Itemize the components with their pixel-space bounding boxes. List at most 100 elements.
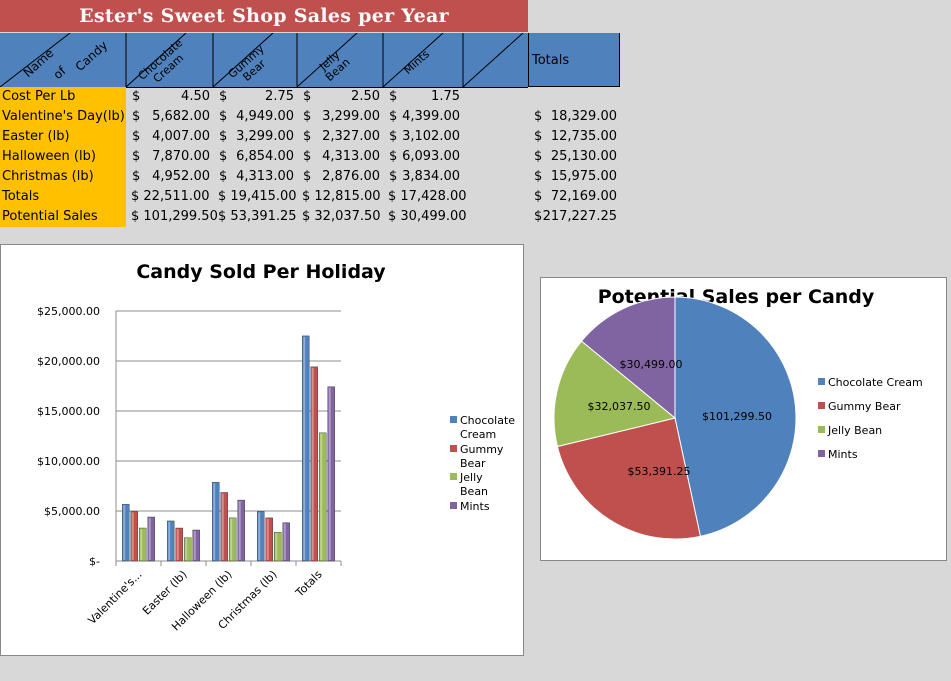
cell-value: 2.50 (351, 89, 380, 104)
table-cell[interactable]: $4,949.00 (213, 107, 297, 127)
currency-symbol: $ (534, 129, 543, 144)
bar (139, 527, 147, 562)
currency-symbol: $ (132, 169, 141, 184)
table-cell[interactable]: $4,007.00 (126, 127, 213, 147)
bar-highlight (123, 505, 126, 560)
table-cell[interactable]: $4,952.00 (126, 167, 213, 187)
legend-label: Jelly (459, 471, 483, 484)
y-tick-label: $15,000.00 (37, 405, 100, 418)
slice-label: $32,037.50 (588, 400, 651, 413)
legend-swatch (450, 416, 457, 423)
table-cell[interactable]: $ 17,428.00 (388, 189, 467, 204)
legend-label: Gummy Bear (828, 400, 901, 413)
cell-value: 217,227.25 (542, 209, 617, 224)
table-cell[interactable]: $ 101,299.50 (131, 209, 218, 224)
currency-symbol: $ (303, 149, 312, 164)
legend-label: Chocolate (460, 414, 515, 427)
currency-symbol: $ (132, 129, 141, 144)
row-label[interactable]: Cost Per Lb (0, 87, 126, 107)
x-tick-label: Valentine's... (86, 568, 145, 627)
legend-label: Bean (460, 485, 488, 498)
cell-value: 18,329.00 (550, 109, 617, 124)
bar (265, 517, 273, 562)
table-cell[interactable]: $ 19,415.00 (218, 189, 297, 204)
bar-highlight (193, 530, 196, 560)
y-tick-label: $25,000.00 (37, 305, 100, 318)
table-cell[interactable]: $4.50 (126, 87, 213, 107)
bar-highlight (238, 501, 241, 560)
table-cell[interactable]: $7,870.00 (126, 147, 213, 167)
bar (229, 517, 237, 562)
legend-label: Chocolate Cream (828, 376, 923, 389)
cell-value: 4,007.00 (152, 129, 210, 144)
totals-header[interactable]: Totals (528, 33, 620, 87)
table-cell[interactable]: $2,327.00 (297, 127, 383, 147)
bar (282, 522, 290, 562)
bar-highlight (230, 518, 233, 560)
y-tick-label: $- (89, 555, 100, 568)
bar (175, 527, 183, 562)
pie-slice (580, 296, 676, 420)
pie-chart[interactable]: Potential Sales per Candy $101,299.50 $53,… (540, 277, 947, 561)
table-cell[interactable]: $ 12,815.00 (302, 189, 381, 204)
pie-slice (553, 340, 677, 448)
row-label[interactable]: Christmas (lb) (0, 167, 126, 187)
row-total[interactable]: $217,227.25 (528, 207, 620, 227)
table-cell[interactable]: $2.50 (297, 87, 383, 107)
table-cell[interactable]: $4,313.00 (297, 147, 383, 167)
table-cell[interactable]: $3,299.00 (213, 127, 297, 147)
cell-value: 6,093.00 (402, 149, 460, 164)
table-cell[interactable]: $6,854.00 (213, 147, 297, 167)
table-cell[interactable]: $2.75 (213, 87, 297, 107)
table-cell[interactable]: $ 32,037.50 (302, 209, 381, 224)
bar (302, 335, 310, 562)
table-cell[interactable]: $4,313.00 (213, 167, 297, 187)
table-cell[interactable]: $3,834.00 (383, 167, 463, 187)
currency-symbol: $ (219, 89, 228, 104)
bar-highlight (328, 387, 331, 560)
row-label[interactable]: Potential Sales (0, 207, 126, 227)
table-cell[interactable]: $3,102.00 (383, 127, 463, 147)
row-total[interactable]: $18,329.00 (528, 107, 620, 127)
bar (327, 386, 335, 562)
cell-value: 4,399.00 (402, 109, 460, 124)
sheet-title[interactable]: Ester's Sweet Shop Sales per Year (0, 0, 528, 32)
table-cell[interactable]: $ 53,391.25 (218, 209, 297, 224)
bar (147, 516, 155, 562)
legend-label: Mints (828, 448, 858, 461)
table-cell[interactable]: $ 22,511.00 (131, 189, 210, 204)
table-cell[interactable]: $4,399.00 (383, 107, 463, 127)
legend-swatch (818, 402, 825, 409)
currency-symbol: $ (219, 169, 228, 184)
currency-symbol: $ (219, 129, 228, 144)
table-cell[interactable]: $ 30,499.00 (388, 209, 467, 224)
cell-value: 5,682.00 (152, 109, 210, 124)
currency-symbol: $ (303, 129, 312, 144)
table-cell[interactable]: $2,876.00 (297, 167, 383, 187)
currency-symbol: $ (132, 89, 141, 104)
bar-highlight (148, 518, 151, 560)
row-total[interactable]: $12,735.00 (528, 127, 620, 147)
row-total[interactable]: $72,169.00 (528, 187, 620, 207)
bar (257, 511, 265, 562)
table-cell[interactable]: $3,299.00 (297, 107, 383, 127)
row-label[interactable]: Totals (0, 187, 126, 207)
currency-symbol: $ (389, 149, 398, 164)
currency-symbol: $ (389, 169, 398, 184)
table-cell[interactable]: $6,093.00 (383, 147, 463, 167)
bar-chart[interactable]: Candy Sold Per Holiday $- $5,000.00 $10,000… (0, 244, 524, 656)
table-cell[interactable]: $1.75 (383, 87, 463, 107)
bar (274, 532, 282, 562)
bar-highlight (303, 336, 306, 560)
row-label[interactable]: Valentine's Day(lb) (0, 107, 126, 127)
row-total[interactable]: $15,975.00 (528, 167, 620, 187)
bar-highlight (258, 512, 261, 560)
cell-value: 3,834.00 (402, 169, 460, 184)
currency-symbol: $ (534, 189, 543, 204)
row-label[interactable]: Easter (lb) (0, 127, 126, 147)
row-total[interactable]: $25,130.00 (528, 147, 620, 167)
row-label[interactable]: Halloween (lb) (0, 147, 126, 167)
header-row[interactable] (0, 33, 528, 88)
table-cell[interactable]: $5,682.00 (126, 107, 213, 127)
bar-highlight (275, 533, 278, 560)
